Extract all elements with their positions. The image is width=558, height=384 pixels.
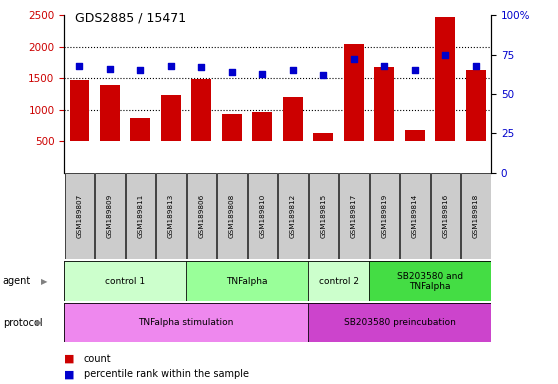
Text: GSM189816: GSM189816	[442, 194, 448, 238]
Point	[380, 63, 389, 69]
Bar	[252, 113, 272, 141]
Bar	[100, 84, 120, 141]
Bar	[186, 261, 308, 301]
Text: ■: ■	[64, 369, 75, 379]
Bar	[369, 173, 399, 259]
Text: GSM189815: GSM189815	[320, 194, 326, 238]
Bar	[405, 130, 425, 141]
Bar	[248, 173, 277, 259]
Text: count: count	[84, 354, 112, 364]
Text: ■: ■	[64, 354, 75, 364]
Bar	[309, 173, 338, 259]
Bar	[344, 44, 364, 141]
Bar	[131, 118, 150, 141]
Bar	[70, 80, 89, 141]
Point	[75, 63, 84, 69]
Text: GDS2885 / 15471: GDS2885 / 15471	[75, 12, 186, 25]
Point	[349, 56, 358, 63]
Bar	[339, 173, 369, 259]
Text: agent: agent	[3, 276, 31, 286]
Bar	[64, 303, 308, 342]
Point	[136, 68, 145, 74]
Text: control 2: control 2	[319, 277, 359, 286]
Point	[166, 63, 175, 69]
Point	[472, 63, 480, 69]
Text: GSM189814: GSM189814	[412, 194, 418, 238]
Text: GSM189809: GSM189809	[107, 194, 113, 238]
Bar	[156, 173, 186, 259]
Bar	[435, 17, 455, 141]
Text: SB203580 and
TNFalpha: SB203580 and TNFalpha	[397, 271, 463, 291]
Text: percentile rank within the sample: percentile rank within the sample	[84, 369, 249, 379]
Text: SB203580 preincubation: SB203580 preincubation	[344, 318, 455, 327]
Text: control 1: control 1	[105, 277, 145, 286]
Bar	[126, 173, 155, 259]
Text: ▶: ▶	[41, 277, 47, 286]
Text: TNFalpha stimulation: TNFalpha stimulation	[138, 318, 234, 327]
Text: GSM189819: GSM189819	[381, 194, 387, 238]
Text: protocol: protocol	[3, 318, 42, 328]
Bar	[466, 70, 485, 141]
Bar	[431, 173, 460, 259]
Bar	[161, 95, 181, 141]
Point	[105, 66, 114, 72]
Point	[319, 72, 328, 78]
Point	[228, 69, 237, 75]
Bar	[191, 79, 211, 141]
Bar	[400, 173, 430, 259]
Text: GSM189811: GSM189811	[137, 194, 143, 238]
Bar	[374, 67, 395, 141]
Text: GSM189807: GSM189807	[76, 194, 83, 238]
Bar	[65, 173, 94, 259]
Bar	[64, 261, 186, 301]
Bar	[461, 173, 490, 259]
Text: GSM189818: GSM189818	[473, 194, 479, 238]
Text: GSM189808: GSM189808	[229, 194, 235, 238]
Bar	[308, 261, 369, 301]
Bar	[222, 114, 242, 141]
Bar	[369, 261, 491, 301]
Text: GSM189806: GSM189806	[199, 194, 204, 238]
Bar	[278, 173, 307, 259]
Bar	[314, 133, 333, 141]
Point	[441, 52, 450, 58]
Text: GSM189817: GSM189817	[351, 194, 357, 238]
Point	[197, 64, 206, 70]
Point	[258, 71, 267, 77]
Bar	[186, 173, 216, 259]
Point	[410, 68, 419, 74]
Point	[288, 68, 297, 74]
Text: GSM189810: GSM189810	[259, 194, 266, 238]
Text: GSM189812: GSM189812	[290, 194, 296, 238]
Text: TNFalpha: TNFalpha	[227, 277, 268, 286]
Bar	[283, 97, 303, 141]
Bar	[95, 173, 124, 259]
Text: ▶: ▶	[36, 318, 43, 327]
Text: GSM189813: GSM189813	[168, 194, 174, 238]
Bar	[217, 173, 247, 259]
Bar	[308, 303, 491, 342]
